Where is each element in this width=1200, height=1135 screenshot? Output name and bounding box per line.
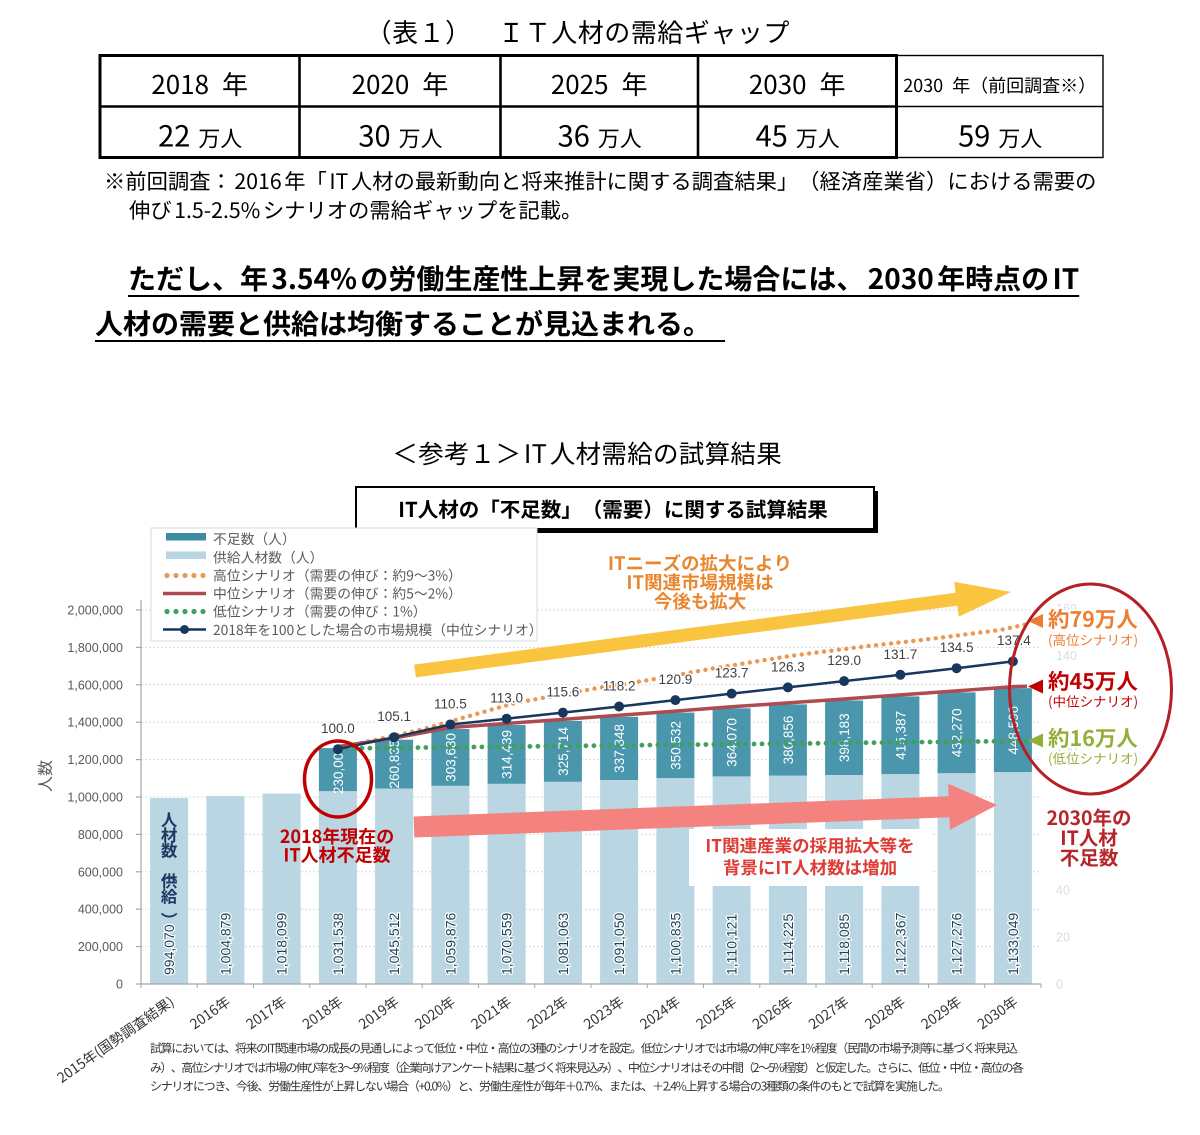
svg-text:1,400,000: 1,400,000: [67, 716, 123, 730]
svg-text:994,070: 994,070: [161, 924, 177, 975]
svg-text:140: 140: [1056, 649, 1077, 663]
svg-text:400,000: 400,000: [78, 903, 123, 917]
svg-text:337,848: 337,848: [612, 724, 627, 773]
svg-text:1,127,276: 1,127,276: [949, 913, 965, 975]
svg-text:137.4: 137.4: [997, 633, 1031, 648]
svg-text:1,133,049: 1,133,049: [1005, 913, 1021, 975]
svg-text:1,100,835: 1,100,835: [667, 913, 683, 975]
svg-text:115.6: 115.6: [547, 685, 580, 700]
svg-text:126.3: 126.3: [771, 659, 805, 674]
svg-text:1,200,000: 1,200,000: [67, 753, 123, 767]
svg-text:20: 20: [1056, 931, 1070, 945]
svg-text:1,070,559: 1,070,559: [499, 913, 515, 975]
svg-text:432,270: 432,270: [950, 708, 965, 757]
svg-text:448,596: 448,596: [1006, 706, 1021, 755]
svg-text:1,081,063: 1,081,063: [555, 913, 571, 975]
svg-text:260,835: 260,835: [387, 740, 402, 789]
svg-text:2,000,000: 2,000,000: [67, 604, 123, 618]
svg-text:113.0: 113.0: [490, 691, 523, 706]
svg-text:230,000: 230,000: [331, 745, 346, 794]
svg-text:303,680: 303,680: [443, 733, 458, 782]
svg-text:1,091,050: 1,091,050: [611, 913, 627, 975]
svg-text:380,856: 380,856: [781, 716, 796, 765]
svg-text:100.0: 100.0: [321, 721, 355, 736]
svg-text:0: 0: [1056, 978, 1063, 992]
svg-text:1,004,879: 1,004,879: [217, 913, 233, 975]
svg-text:40: 40: [1056, 884, 1070, 898]
svg-text:398,183: 398,183: [837, 713, 852, 762]
svg-text:118.2: 118.2: [603, 679, 636, 694]
svg-text:1,031,538: 1,031,538: [330, 913, 346, 975]
svg-text:110.5: 110.5: [434, 697, 467, 712]
svg-text:1,600,000: 1,600,000: [67, 678, 123, 692]
svg-text:364,070: 364,070: [725, 718, 740, 767]
svg-text:129.0: 129.0: [827, 653, 861, 668]
svg-text:415,387: 415,387: [893, 711, 908, 760]
svg-text:131.7: 131.7: [884, 647, 918, 662]
svg-text:600,000: 600,000: [78, 865, 123, 879]
svg-text:0: 0: [116, 978, 123, 992]
svg-text:1,114,225: 1,114,225: [780, 914, 796, 975]
svg-text:1,059,876: 1,059,876: [442, 913, 458, 975]
svg-text:1,000,000: 1,000,000: [67, 791, 123, 805]
svg-text:1,110,121: 1,110,121: [724, 914, 740, 975]
svg-text:200,000: 200,000: [78, 940, 123, 954]
svg-text:325,714: 325,714: [556, 727, 571, 776]
svg-text:120.9: 120.9: [659, 672, 693, 687]
svg-text:123.7: 123.7: [715, 666, 749, 681]
svg-text:1,045,512: 1,045,512: [386, 913, 402, 975]
svg-text:1,118,085: 1,118,085: [836, 914, 852, 975]
svg-text:105.1: 105.1: [377, 709, 411, 724]
svg-text:1,122,367: 1,122,367: [892, 913, 908, 975]
svg-text:134.5: 134.5: [940, 640, 974, 655]
svg-text:314,439: 314,439: [500, 730, 515, 779]
svg-text:1,018,099: 1,018,099: [274, 913, 290, 975]
svg-text:800,000: 800,000: [78, 828, 123, 842]
svg-text:1,800,000: 1,800,000: [67, 641, 123, 655]
